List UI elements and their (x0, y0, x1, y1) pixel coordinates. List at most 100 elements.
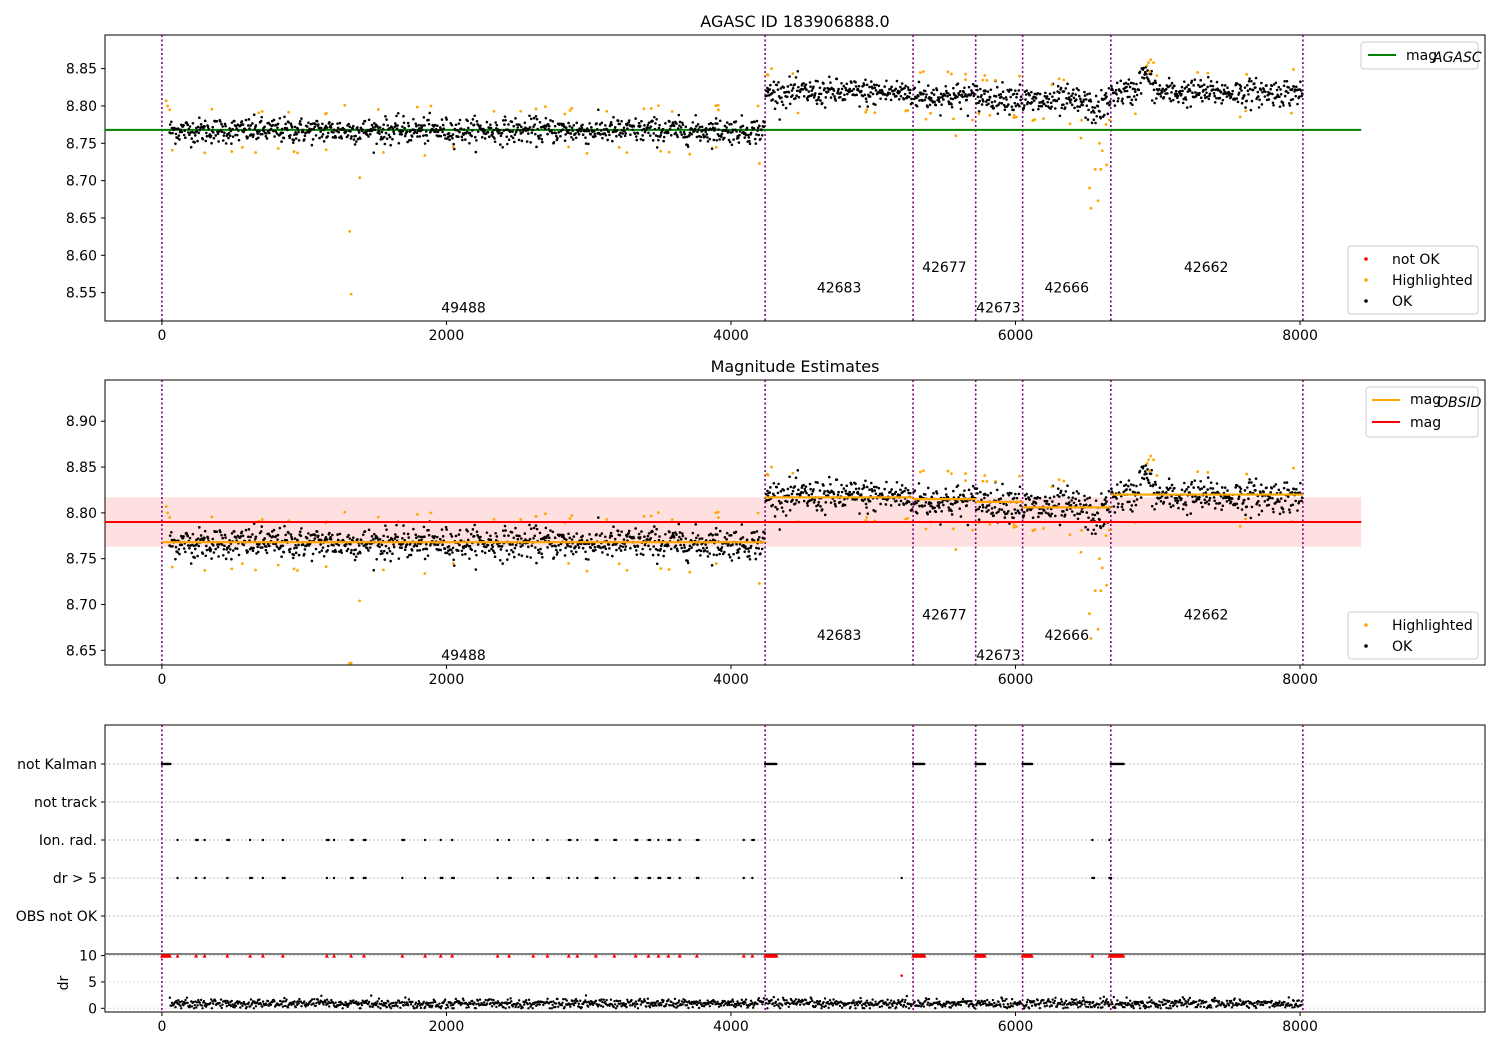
ok-point (1088, 92, 1091, 95)
ok-point (1185, 85, 1188, 89)
ok-point (445, 137, 449, 140)
ok-point (321, 533, 324, 537)
ok-point (646, 538, 649, 541)
agasc-obsid-label: 42677 (922, 260, 967, 276)
ok-point (693, 129, 696, 133)
ok-point (289, 122, 293, 125)
ok-point (978, 505, 982, 509)
ok-point (337, 130, 341, 134)
ok-point (992, 514, 996, 517)
ok-point (1175, 92, 1179, 96)
ok-point (313, 125, 317, 129)
dr-point (269, 1003, 273, 1007)
ok-point (1246, 486, 1249, 489)
dr-point (227, 1001, 230, 1005)
dr-point (506, 998, 509, 1001)
ok-point (440, 128, 443, 131)
highlighted-point (1050, 83, 1054, 87)
ok-point (1074, 93, 1077, 96)
ok-point (600, 121, 604, 125)
ok-point (1138, 70, 1142, 74)
flag-mark (250, 876, 254, 880)
ok-point (471, 129, 474, 132)
ok-point (1048, 496, 1052, 500)
ok-point (639, 536, 642, 539)
ok-point (1265, 84, 1268, 87)
ok-point (196, 554, 199, 558)
ok-point (961, 95, 964, 99)
ok-point (1022, 514, 1026, 517)
ok-point (340, 551, 343, 554)
ok-point (1209, 481, 1213, 484)
ok-point (388, 135, 392, 139)
ok-point (1155, 502, 1158, 506)
ok-point (913, 489, 917, 493)
ok-point (993, 506, 997, 509)
ok-point (1005, 512, 1009, 515)
highlighted-point (1245, 72, 1249, 76)
ok-point (727, 138, 731, 142)
ok-point (996, 112, 1000, 115)
ok-point (1283, 79, 1286, 83)
ok-point (1090, 121, 1094, 125)
ok-point (693, 127, 697, 131)
ok-point (212, 131, 215, 134)
ok-point (382, 135, 386, 139)
ok-point (441, 543, 444, 547)
ok-point (1190, 79, 1194, 83)
dr-point (440, 1005, 443, 1008)
ok-point (1171, 504, 1175, 507)
ok-point (844, 489, 847, 493)
ok-point (1212, 92, 1216, 95)
ok-point (197, 131, 201, 135)
ok-point (791, 94, 794, 97)
mag-legend-label: mag (1410, 415, 1441, 431)
ok-point (795, 89, 799, 93)
ok-point (959, 107, 963, 111)
ok-point (489, 538, 493, 542)
ok-point (951, 503, 955, 506)
ok-point (282, 136, 286, 140)
highlighted-point (1062, 479, 1066, 483)
ok-point (174, 132, 178, 136)
ok-point (1243, 498, 1246, 502)
ok-point (247, 118, 251, 121)
ok-point (1044, 511, 1048, 514)
ok-point (553, 536, 557, 540)
ok-point (252, 133, 255, 136)
ok-point (1236, 506, 1240, 510)
ok-point (647, 131, 650, 135)
ok-point (319, 543, 322, 546)
ok-point (674, 531, 677, 534)
ok-point (1049, 514, 1052, 518)
ok-point (829, 81, 832, 84)
dr-point (397, 999, 401, 1003)
ok-point (690, 132, 693, 136)
ok-point (1174, 89, 1178, 93)
ok-point (850, 81, 853, 84)
dr-point (280, 1003, 283, 1006)
ok-point (570, 126, 574, 129)
ok-point (237, 129, 240, 132)
dr-point (297, 1002, 300, 1005)
ok-point (500, 131, 504, 135)
ok-point (727, 130, 730, 133)
ok-point (1113, 104, 1117, 107)
ok-point (1272, 83, 1276, 86)
ok-point (824, 501, 828, 504)
ok-point (824, 96, 828, 99)
ok-point (1213, 499, 1216, 503)
ok-point (423, 142, 427, 145)
ok-point (1199, 78, 1202, 82)
ok-point (1191, 495, 1194, 499)
ok-point (263, 537, 266, 540)
ok-point (865, 506, 868, 509)
highlighted-point (971, 118, 974, 122)
ok-point (536, 548, 540, 552)
dr-point (500, 1001, 504, 1005)
dr-point (388, 1005, 391, 1008)
ok-point (202, 538, 205, 542)
highlighted-point (1105, 583, 1108, 587)
ok-point (929, 501, 933, 505)
